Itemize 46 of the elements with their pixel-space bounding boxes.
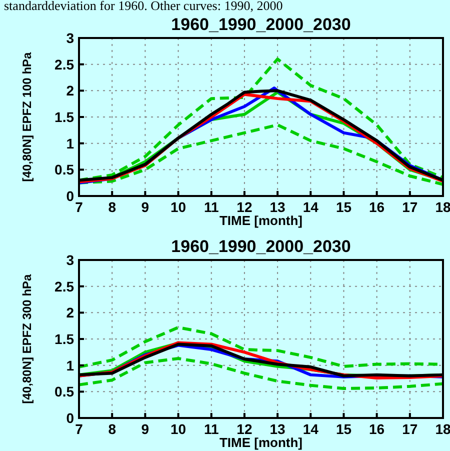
x-tick-label: 8 bbox=[108, 199, 116, 215]
x-axis-title: TIME [month] bbox=[219, 213, 303, 228]
x-tick-label: 17 bbox=[402, 421, 418, 437]
y-tick-label: 2.5 bbox=[54, 56, 74, 72]
y-tick-label: 0.5 bbox=[54, 162, 74, 178]
x-tick-label: 18 bbox=[435, 421, 450, 437]
y-tick-label: 2 bbox=[66, 304, 74, 321]
x-tick-label: 13 bbox=[270, 199, 286, 215]
x-tick-label: 16 bbox=[369, 199, 385, 215]
x-tick-label: 12 bbox=[236, 199, 252, 215]
y-tick-label: 0 bbox=[66, 188, 74, 204]
y-tick-label: 0 bbox=[66, 410, 74, 426]
x-tick-label: 7 bbox=[75, 421, 84, 437]
x-tick-label: 16 bbox=[369, 421, 385, 437]
y-tick-label: 3 bbox=[66, 252, 74, 268]
y-tick-label: 0.5 bbox=[54, 384, 74, 400]
x-tick-label: 10 bbox=[170, 421, 186, 437]
y-tick-label: 2.5 bbox=[54, 278, 74, 294]
x-tick-label: 10 bbox=[170, 199, 186, 215]
x-tick-label: 11 bbox=[204, 421, 219, 437]
x-tick-label: 13 bbox=[270, 421, 286, 437]
chart-title: 1960_1990_2000_2030 bbox=[171, 15, 351, 34]
x-tick-label: 15 bbox=[336, 421, 352, 437]
x-tick-label: 17 bbox=[402, 199, 418, 215]
y-tick-label: 2 bbox=[66, 82, 74, 99]
y-tick-label: 1 bbox=[66, 135, 74, 152]
x-tick-label: 15 bbox=[336, 199, 352, 215]
y-axis-title: [40,80N] EPFZ 100 hPa bbox=[20, 52, 34, 182]
x-tick-label: 11 bbox=[204, 199, 219, 215]
y-tick-label: 1.5 bbox=[54, 109, 74, 125]
x-axis-title: TIME [month] bbox=[219, 435, 303, 450]
x-tick-label: 14 bbox=[302, 421, 319, 437]
line-series bbox=[78, 356, 444, 390]
chart-title: 1960_1990_2000_2030 bbox=[171, 237, 351, 256]
x-tick-label: 14 bbox=[302, 199, 319, 215]
y-tick-label: 1.5 bbox=[54, 331, 74, 347]
x-tick-label: 18 bbox=[435, 199, 450, 215]
x-tick-label: 7 bbox=[75, 199, 84, 215]
x-tick-label: 12 bbox=[236, 421, 252, 437]
x-tick-label: 9 bbox=[141, 199, 150, 215]
y-tick-label: 1 bbox=[66, 357, 74, 374]
x-tick-label: 8 bbox=[108, 421, 116, 437]
y-tick-label: 3 bbox=[66, 30, 74, 46]
y-axis-title: [40,80N] EPFZ 300 hPa bbox=[20, 274, 34, 404]
text: standarddeviation for 1960. Other curves: 1990, 2000 bbox=[4, 0, 283, 13]
x-tick-label: 9 bbox=[141, 421, 150, 437]
